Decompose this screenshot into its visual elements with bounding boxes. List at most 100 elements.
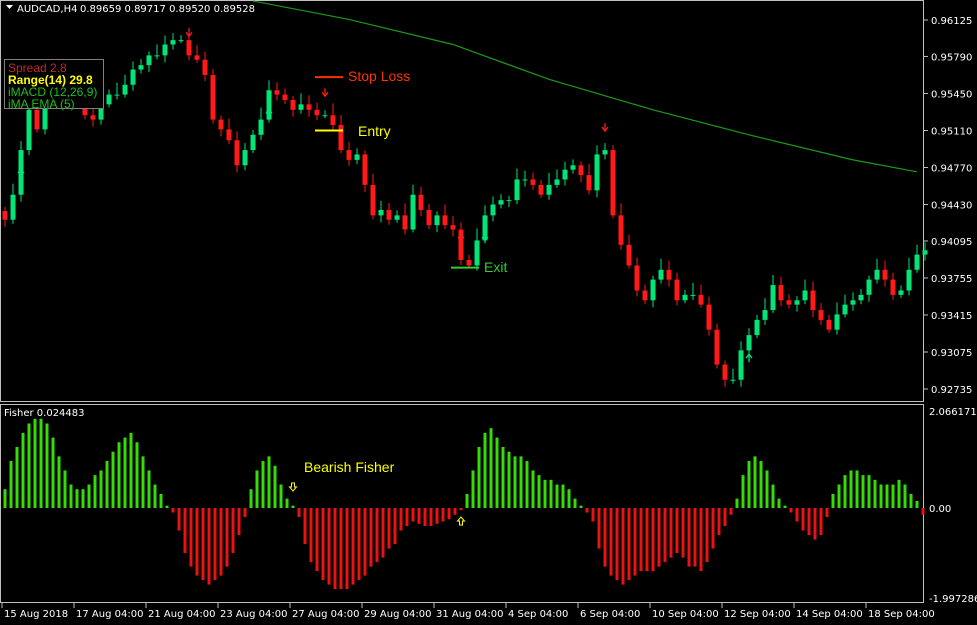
candle-body	[146, 55, 152, 66]
fisher-bar	[9, 461, 13, 508]
candle-body	[786, 300, 792, 305]
ema-line	[252, 0, 918, 173]
candle	[322, 110, 328, 119]
candle	[626, 234, 632, 269]
candle	[634, 257, 640, 297]
candle-body	[434, 215, 440, 226]
candle-body	[234, 140, 240, 166]
candle-body	[226, 129, 232, 141]
fisher-bar	[57, 456, 61, 508]
trade-levels	[315, 76, 479, 269]
fisher-bar	[195, 508, 199, 576]
candle	[562, 161, 568, 186]
candle	[330, 103, 336, 131]
candle-body	[698, 294, 704, 305]
time-tick-label: 17 Aug 04:00	[76, 609, 143, 620]
time-tick-label: 4 Sep 04:00	[508, 609, 568, 620]
fisher-bar	[87, 484, 91, 508]
fisher-bar	[339, 508, 343, 590]
candle	[426, 203, 432, 230]
candle	[762, 298, 768, 325]
candle-body	[754, 319, 760, 336]
price-tick-label: 0.94095	[931, 237, 972, 248]
candle-body	[586, 175, 592, 191]
candle-body	[290, 100, 296, 110]
fisher-bar	[219, 508, 223, 576]
candle-body	[2, 211, 8, 220]
candle	[706, 296, 712, 336]
fisher-bar	[435, 508, 439, 524]
candle-body	[258, 119, 264, 135]
fisher-bar	[717, 508, 721, 536]
candle	[354, 148, 360, 164]
time-tick-label: 23 Aug 04:00	[220, 609, 287, 620]
candle-body	[770, 285, 776, 311]
fisher-bar	[237, 508, 241, 536]
fisher-bar	[405, 508, 409, 527]
candle	[754, 314, 760, 339]
candle	[618, 203, 624, 250]
candle-body	[674, 279, 680, 301]
candle-body	[178, 40, 184, 42]
fisher-bar	[537, 475, 541, 508]
candle	[434, 211, 440, 233]
fisher-bar	[897, 479, 901, 508]
candle-body	[642, 290, 648, 301]
time-tick-label: 21 Aug 04:00	[148, 609, 215, 620]
candle-body	[826, 319, 832, 330]
fisher-bar	[621, 508, 625, 585]
fisher-bar	[171, 508, 175, 513]
fisher-bar	[669, 508, 673, 558]
price-tick-label: 0.93415	[931, 311, 972, 322]
candle	[90, 106, 96, 127]
fisher-bar	[531, 470, 535, 508]
candle-body	[578, 165, 584, 176]
candle-body	[666, 269, 672, 280]
fisher-bar	[447, 508, 451, 520]
fisher-bar	[417, 508, 421, 524]
time-tick-label: 12 Sep 04:00	[724, 609, 791, 620]
candle-body	[386, 209, 392, 220]
fisher-bar	[135, 442, 139, 508]
candle-body	[122, 84, 128, 95]
candle	[178, 35, 184, 44]
candle-body	[914, 254, 920, 270]
candle-body	[618, 215, 624, 245]
fisher-bar	[297, 508, 301, 518]
fisher-bar	[369, 508, 373, 567]
candle-body	[594, 154, 600, 191]
candle	[442, 204, 448, 230]
bearish-fisher-label: Bearish Fisher	[304, 459, 395, 475]
candle-body	[810, 290, 816, 311]
fisher-bar	[387, 508, 391, 549]
candle	[826, 314, 832, 333]
candle-body	[522, 179, 528, 181]
fisher-bar	[51, 437, 55, 508]
candle	[2, 207, 8, 227]
fisher-title: Fisher 0.024483	[4, 408, 85, 419]
fisher-bar	[639, 508, 643, 572]
candle-body	[354, 154, 360, 160]
sell-arrow-icon	[601, 123, 609, 133]
candle	[786, 294, 792, 309]
candle-body	[266, 90, 272, 120]
candle-body	[34, 109, 40, 130]
candle-body	[706, 304, 712, 330]
fisher-bar	[723, 508, 727, 527]
time-tick-label: 14 Sep 04:00	[796, 609, 863, 620]
fisher-bar	[765, 470, 769, 508]
fisher-bar	[495, 437, 499, 508]
candle-body	[570, 165, 576, 170]
candle-body	[890, 279, 896, 295]
fisher-bar	[471, 470, 475, 508]
fisher-bar	[285, 498, 289, 508]
price-axis: 0.96125 0.95790 0.95450 0.95110 0.94770 0.944…	[924, 16, 972, 396]
candle	[282, 88, 288, 105]
symbol-label: AUDCAD,H4	[17, 4, 77, 15]
sell-arrow-icon	[321, 88, 329, 98]
candle	[122, 74, 128, 98]
candle-body	[346, 150, 352, 160]
triangle-down-icon[interactable]	[6, 5, 13, 9]
candle	[746, 328, 752, 356]
fisher-bar	[801, 508, 805, 531]
